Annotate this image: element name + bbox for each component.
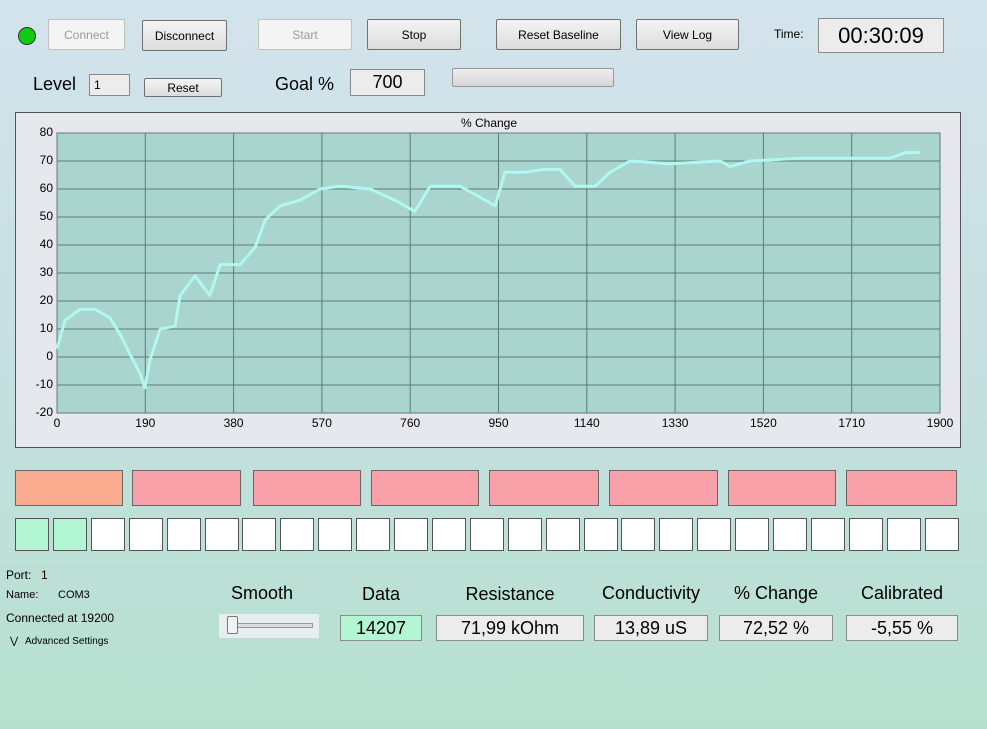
readout-label: Conductivity — [601, 583, 701, 603]
step-indicator — [128, 518, 163, 551]
step-indicator — [15, 518, 49, 551]
data-line — [55, 151, 921, 390]
step-indicator — [356, 518, 391, 551]
x-tick-label: 380 — [224, 416, 244, 430]
stop-button[interactable]: Stop — [367, 19, 461, 50]
step-indicator — [242, 518, 277, 551]
step-indicator — [810, 518, 845, 551]
goal-label: Goal % — [275, 74, 335, 94]
reset-baseline-button[interactable]: Reset Baseline — [496, 19, 621, 50]
level-reset-button[interactable]: Reset — [144, 78, 222, 97]
level-indicator — [15, 470, 123, 506]
resistance-value: 71,99 kOhm — [436, 615, 584, 641]
step-indicator — [773, 518, 807, 551]
step-indicator — [90, 518, 125, 551]
chart-title: % Change — [461, 116, 517, 130]
x-tick-label: 190 — [135, 416, 155, 430]
x-tick-label: 1710 — [838, 416, 865, 430]
y-tick-label: -10 — [36, 377, 54, 391]
conductivity-value: 13,89 uS — [594, 615, 708, 641]
connect-button[interactable]: Connect — [48, 19, 125, 50]
x-tick-label: 1900 — [927, 416, 954, 430]
readout-label: Resistance — [465, 584, 555, 604]
time-label: Time: — [774, 27, 804, 41]
start-button[interactable]: Start — [258, 19, 352, 50]
readout-label: Data — [361, 584, 401, 604]
level-indicator — [253, 470, 361, 506]
x-tick-label: 1330 — [662, 416, 689, 430]
step-indicator — [318, 518, 353, 551]
status-led — [18, 27, 36, 45]
y-tick-label: 0 — [46, 349, 53, 363]
step-indicator — [735, 518, 770, 551]
goal-input[interactable]: 700 — [350, 69, 425, 96]
progress-bar — [452, 68, 614, 87]
smooth-slider[interactable] — [219, 614, 319, 638]
x-tick-label: 570 — [312, 416, 332, 430]
y-tick-label: 70 — [40, 153, 54, 167]
level-indicator — [371, 470, 479, 506]
y-tick-label: 40 — [40, 237, 54, 251]
step-indicator — [583, 518, 618, 551]
step-indicator — [659, 518, 694, 551]
step-indicator — [924, 518, 959, 551]
name-value: COM3 — [58, 589, 90, 601]
level-indicator — [609, 470, 718, 506]
y-tick-label: 50 — [40, 209, 54, 223]
step-indicator — [469, 518, 504, 551]
readout-label: % Change — [733, 583, 819, 603]
step-indicator — [545, 518, 580, 551]
x-tick-label: 1520 — [750, 416, 777, 430]
readout-label: Calibrated — [860, 583, 944, 603]
level-indicator — [132, 470, 241, 506]
step-indicator — [204, 518, 239, 551]
step-indicator — [621, 518, 656, 551]
x-tick-label: 0 — [54, 416, 61, 430]
percent-change-value: 72,52 % — [719, 615, 833, 641]
y-tick-label: 30 — [40, 265, 54, 279]
view-log-button[interactable]: View Log — [636, 19, 739, 50]
y-tick-label: 20 — [40, 293, 54, 307]
step-indicator — [166, 518, 201, 551]
step-indicator — [431, 518, 466, 551]
level-indicator — [846, 470, 957, 506]
step-indicator — [886, 518, 921, 551]
readout-label: Smooth — [230, 583, 294, 603]
y-tick-label: 60 — [40, 181, 54, 195]
level-input[interactable]: 1 — [89, 74, 130, 96]
chart: % Change -20 -10 0 10 20 30 40 50 60 70 80 0 190 380 5… — [15, 112, 961, 448]
x-tick-label: 1140 — [574, 416, 600, 430]
level-indicator — [728, 470, 836, 506]
step-indicator — [394, 518, 428, 551]
name-label: Name: — [6, 589, 39, 601]
step-indicator — [848, 518, 883, 551]
step-indicator — [697, 518, 732, 551]
step-indicator — [52, 518, 87, 551]
port-label: Port: — [6, 568, 32, 582]
time-value: 00:30:09 — [818, 18, 944, 53]
disconnect-button[interactable]: Disconnect — [142, 20, 227, 51]
advanced-settings-link[interactable]: Advanced Settings — [25, 636, 109, 647]
x-tick-label: 950 — [488, 416, 508, 430]
calibrated-value: -5,55 % — [846, 615, 958, 641]
y-tick-label: 10 — [40, 321, 54, 335]
level-label: Level — [33, 74, 77, 94]
step-indicator — [507, 518, 542, 551]
advanced-icon[interactable]: ⋁ — [10, 636, 19, 647]
y-tick-label: -20 — [36, 405, 54, 419]
data-value: 14207 — [340, 615, 422, 641]
port-value: 1 — [41, 568, 48, 582]
y-tick-label: 80 — [40, 125, 54, 139]
connection-status: Connected at 19200 — [6, 611, 115, 625]
level-indicator — [489, 470, 599, 506]
step-indicator — [280, 518, 315, 551]
x-tick-label: 760 — [400, 416, 420, 430]
